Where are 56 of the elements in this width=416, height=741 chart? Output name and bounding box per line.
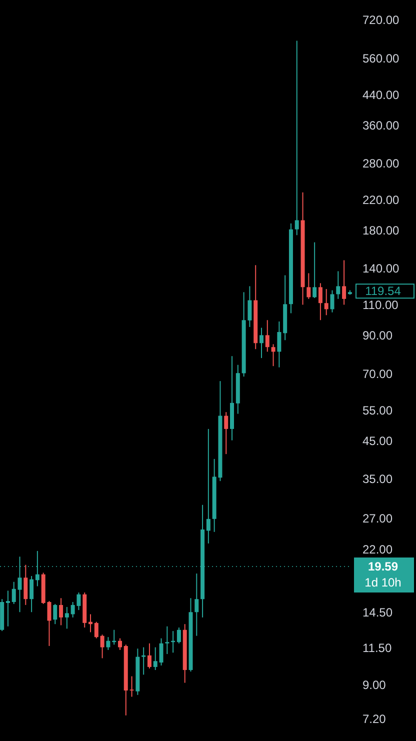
y-tick-label: 720.00	[362, 13, 400, 28]
text: 1d 10h	[364, 575, 402, 590]
candlestick	[336, 270, 340, 300]
candlestick	[64, 606, 69, 630]
candlestick	[259, 327, 264, 359]
candlestick	[271, 344, 276, 367]
y-tick-label: 22.00	[362, 542, 393, 556]
y-tick-label: 7.20	[362, 712, 386, 726]
y-tick-label: 360.00	[362, 118, 400, 132]
y-tick-label: 110.00	[362, 298, 399, 312]
candlestick	[324, 288, 328, 316]
y-tick-label: 14.50	[362, 606, 393, 620]
candlestick	[224, 412, 228, 455]
candlestick	[147, 642, 152, 669]
y-tick-label: 140.00	[362, 262, 400, 276]
y-tick-label: 180.00	[362, 224, 400, 238]
candlestick	[30, 575, 34, 613]
y-tick-label: 35.00	[362, 472, 393, 486]
y-tick-label: 90.00	[362, 328, 393, 343]
candlestick	[318, 282, 322, 321]
y-tick-label: 27.00	[362, 511, 393, 526]
y-tick-label: 11.50	[362, 640, 392, 655]
candlestick	[194, 573, 199, 636]
candlestick	[53, 603, 58, 625]
y-tick-label: 560.00	[362, 51, 400, 66]
candlestick	[153, 646, 158, 671]
candlestick	[6, 590, 10, 627]
candlestick	[306, 272, 311, 300]
y-tick-label: 9.00	[362, 678, 386, 692]
y-tick-label: 45.00	[362, 434, 393, 448]
candlestick	[206, 428, 210, 544]
text: 119.54	[365, 284, 402, 298]
candlestick	[277, 320, 282, 368]
y-tick-label: 55.00	[362, 403, 393, 418]
candlestick	[159, 638, 164, 666]
candlestick	[142, 646, 146, 676]
candlestick	[265, 320, 270, 352]
candlestick	[165, 626, 170, 655]
candlestick	[130, 676, 134, 698]
candlestick	[330, 290, 334, 313]
candlestick	[59, 598, 64, 626]
candlestick	[100, 634, 104, 659]
candlestick	[24, 564, 28, 606]
y-tick-label: 70.00	[362, 366, 393, 381]
candlestick	[176, 627, 181, 644]
candlestick	[294, 40, 299, 236]
candlestick	[342, 260, 346, 306]
y-tick-label: 220.00	[362, 193, 400, 208]
y-tick-label: 440.00	[362, 88, 400, 102]
candlestick	[118, 638, 122, 650]
y-tick-label: 280.00	[362, 156, 400, 170]
candlestick	[106, 636, 110, 650]
candlestick	[12, 581, 16, 604]
candlestick	[94, 621, 98, 639]
ref-line-label: 19.59	[368, 559, 398, 574]
candlestick	[312, 242, 317, 298]
